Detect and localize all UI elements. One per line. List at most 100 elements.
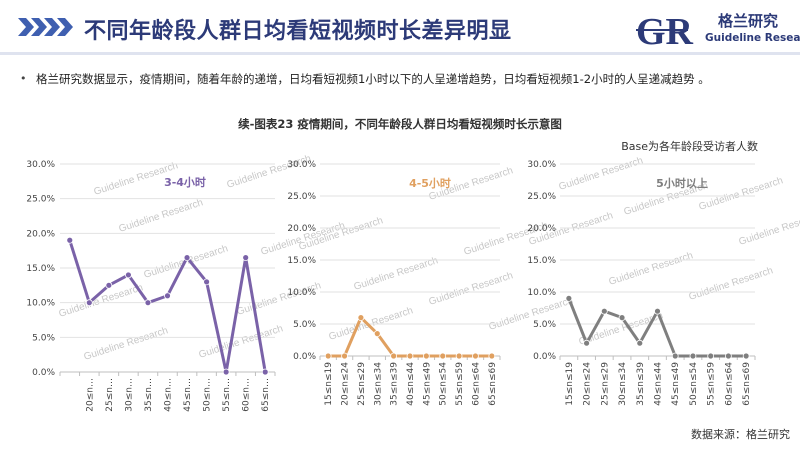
- chart2-data-point: [671, 352, 679, 360]
- watermark-1: Guideline Research: [226, 153, 313, 191]
- chart2-data-point: [600, 307, 608, 315]
- chart1-xtick-label: 55≤n≤59: [455, 362, 465, 406]
- chart0-ytick-label: 25.0%: [26, 195, 55, 205]
- chart2-data-point: [654, 307, 661, 315]
- chart1-data-point: [422, 352, 430, 360]
- chart1-xtick-label: 45≤n≤49: [422, 362, 432, 406]
- chart1-xtick-label: 15≤n≤19: [324, 362, 334, 406]
- chart2-xtick-label: 40≤n≤44: [654, 362, 664, 406]
- chart0-xtick-label: 60≤n…: [242, 378, 252, 412]
- chart2-data-point: [565, 294, 573, 302]
- chart0-data-point: [164, 292, 171, 300]
- chart2-series-line: [567, 297, 747, 358]
- chart2-xtick-label: 60≤n≤64: [724, 362, 734, 406]
- chart0-ytick-label: 10.0%: [26, 299, 55, 309]
- logo-subtitle: Guideline Research: [705, 32, 800, 44]
- chart0-xtick-label: 30≤n…: [124, 378, 134, 412]
- chart2-data-point: [583, 339, 590, 347]
- chart0-data-point: [144, 299, 152, 307]
- logo-name: 格兰研究: [718, 12, 779, 30]
- watermark-10: Guideline Research: [353, 255, 440, 293]
- watermark-23: Guideline Research: [738, 210, 800, 248]
- chart0-ytick-label: 15.0%: [26, 264, 55, 274]
- chart1-data-point: [406, 352, 414, 360]
- chart1-data-point: [373, 330, 381, 338]
- chart2-xtick-label: 15≤n≤19: [565, 362, 575, 406]
- chart2-title: 5小时以上: [656, 176, 708, 190]
- chart1-xtick-label: 65≤n≤69: [488, 362, 498, 406]
- chart1-ytick-label: 20.0%: [287, 224, 316, 234]
- bullet-dot: •: [20, 72, 27, 85]
- watermark-16: Guideline Research: [558, 155, 645, 193]
- chart2-xtick-label: 20≤n≤24: [583, 362, 593, 406]
- chart1-data-point: [324, 352, 332, 360]
- chevron-icon: [18, 18, 73, 36]
- logo-letters: GR: [636, 11, 694, 52]
- chart0-data-point: [183, 254, 191, 262]
- chart1-ytick-label: 25.0%: [287, 192, 316, 202]
- watermark-20: Guideline Research: [688, 265, 775, 303]
- chart0-xtick-label: 20≤n…: [85, 378, 95, 412]
- watermark-5: Guideline Research: [58, 282, 145, 320]
- logo: GR: [636, 11, 694, 52]
- chart1-data-point: [488, 352, 496, 360]
- chart1-xtick-label: 25≤n≤29: [357, 362, 367, 406]
- chart0-ytick-label: 20.0%: [26, 229, 55, 239]
- chart1-data-point: [439, 352, 447, 360]
- chart1-xtick-label: 35≤n≤39: [390, 362, 400, 406]
- watermark-11: Guideline Research: [428, 270, 515, 308]
- chart2-xtick-label: 50≤n≤54: [689, 362, 699, 406]
- chart0-ytick-label: 0.0%: [32, 368, 55, 378]
- chart1-xtick-label: 20≤n≤24: [341, 362, 351, 406]
- chart1-ytick-label: 15.0%: [287, 256, 316, 266]
- chart0-xtick-label: 50≤n…: [203, 378, 213, 412]
- watermark-6: Guideline Research: [236, 280, 323, 318]
- chart1-data-point: [341, 352, 348, 360]
- chart0-data-point: [125, 271, 132, 279]
- base-note: Base为各年龄段受访者人数: [621, 140, 758, 153]
- chart1-ytick-label: 5.0%: [293, 320, 316, 330]
- watermark-19: Guideline Research: [608, 250, 695, 288]
- source-note: 数据来源：格兰研究: [691, 428, 790, 441]
- chart0-ytick-label: 5.0%: [32, 333, 55, 343]
- chart1-xtick-label: 60≤n≤64: [471, 362, 481, 406]
- watermark-8: Guideline Research: [198, 323, 285, 361]
- chart1-ytick-label: 30.0%: [287, 160, 316, 170]
- chart1-data-point: [455, 352, 463, 360]
- watermark-7: Guideline Research: [83, 325, 170, 363]
- chart0-title: 3-4小时: [164, 175, 206, 189]
- chart2-ytick-label: 10.0%: [527, 288, 556, 298]
- chart0-ytick-label: 30.0%: [26, 160, 55, 170]
- chart0-data-point: [261, 368, 269, 376]
- chart0-xtick-label: 35≤n…: [144, 378, 154, 412]
- chart0-data-point: [222, 368, 230, 376]
- chart0-xtick-label: 65≤n…: [261, 378, 271, 412]
- watermark-22: Guideline Research: [698, 175, 785, 213]
- chart1-title: 4-5小时: [409, 176, 451, 190]
- chart0-data-point: [85, 299, 93, 307]
- chart2-xtick-label: 25≤n≤29: [600, 362, 610, 406]
- chart2-data-point: [707, 352, 715, 360]
- chart0-xtick-label: 55≤n…: [222, 378, 232, 412]
- page-title: 不同年龄段人群日均看短视频时长差异明显: [84, 19, 512, 44]
- chart0-data-point: [66, 236, 74, 244]
- figure-title: 续-图表23 疫情期间，不同年龄段人群日均看短视频时长示意图: [238, 117, 562, 131]
- chart1-data-point: [390, 352, 398, 360]
- chart1-data-point: [472, 352, 479, 360]
- chart2-data-point: [689, 352, 697, 360]
- chart2-ytick-label: 25.0%: [527, 192, 556, 202]
- chart0-data-point: [105, 281, 113, 289]
- chart2-data-point: [618, 314, 626, 322]
- chart2-xtick-label: 45≤n≤49: [671, 362, 681, 406]
- chart2-ytick-label: 20.0%: [527, 224, 556, 234]
- chart0-data-point: [242, 254, 250, 262]
- title-bar: 不同年龄段人群日均看短视频时长差异明显 GR 格兰研究 Guideline Re…: [0, 0, 800, 56]
- chart0-xtick-label: 40≤n…: [164, 378, 174, 412]
- chart2-xtick-label: 55≤n≤59: [707, 362, 717, 406]
- watermark-2: Guideline Research: [118, 197, 205, 235]
- chart1-data-point: [357, 314, 365, 322]
- chart1-xtick-label: 50≤n≤54: [439, 362, 449, 406]
- chart0-xtick-label: 45≤n…: [183, 378, 193, 412]
- watermark-12: Guideline Research: [488, 295, 575, 333]
